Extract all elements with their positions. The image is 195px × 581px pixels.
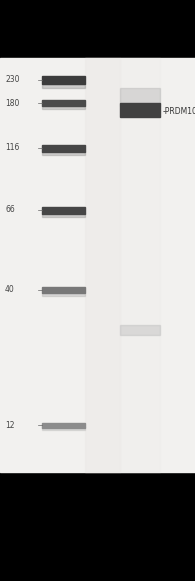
Bar xyxy=(120,325,160,335)
Bar xyxy=(85,58,120,472)
Bar xyxy=(42,293,85,296)
Bar xyxy=(0,475,195,581)
Text: 116: 116 xyxy=(5,144,19,152)
Bar xyxy=(42,427,85,429)
Bar xyxy=(120,103,160,117)
Bar xyxy=(120,58,160,472)
Bar xyxy=(120,88,160,106)
Text: -PRDM10: -PRDM10 xyxy=(163,107,195,117)
Text: 12: 12 xyxy=(5,421,14,429)
Bar xyxy=(42,287,85,293)
Text: 230: 230 xyxy=(5,76,20,84)
Bar xyxy=(42,84,85,88)
Text: 66: 66 xyxy=(5,206,15,214)
Bar xyxy=(0,0,195,55)
Bar xyxy=(42,106,85,109)
Text: 180: 180 xyxy=(5,99,19,107)
Bar xyxy=(42,213,85,217)
Bar xyxy=(42,423,85,428)
Bar xyxy=(42,100,85,106)
Bar xyxy=(0,58,195,472)
Bar xyxy=(42,207,85,214)
Text: 40: 40 xyxy=(5,285,15,295)
Bar xyxy=(42,151,85,155)
Bar xyxy=(42,76,85,84)
Bar xyxy=(42,145,85,152)
